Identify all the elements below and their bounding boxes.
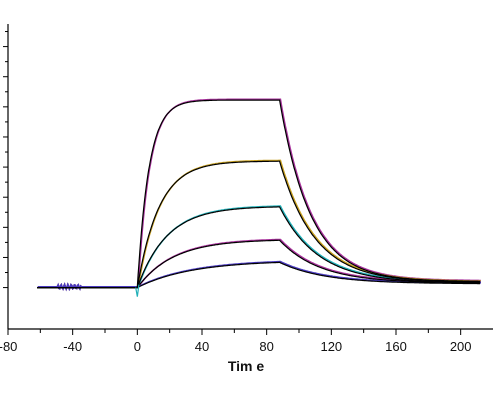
measured-curve-5 [37, 260, 481, 292]
measured-curve-1 [37, 98, 481, 292]
x-tick-label: 120 [320, 339, 342, 354]
measured-curve-2 [37, 159, 481, 292]
fit-curve-3 [37, 206, 481, 289]
injection-spike [135, 284, 140, 297]
x-tick-label: -40 [63, 339, 82, 354]
x-tick-label: -80 [0, 339, 17, 354]
x-tick-label: 200 [450, 339, 472, 354]
fit-curve-2 [37, 160, 481, 289]
axes-layer: -80 -40 0 40 80 120 160 200 [0, 24, 493, 354]
measured-curve-3 [37, 205, 481, 292]
x-axis-title: Tim e [228, 358, 265, 374]
fit-curve-5 [37, 261, 481, 289]
fit-curve-1 [37, 99, 481, 289]
curves-layer [37, 98, 481, 297]
x-tick-label: 160 [385, 339, 407, 354]
x-tick-label: 80 [259, 339, 273, 354]
x-tick-label: 40 [195, 339, 209, 354]
x-tick-label: 0 [134, 339, 141, 354]
